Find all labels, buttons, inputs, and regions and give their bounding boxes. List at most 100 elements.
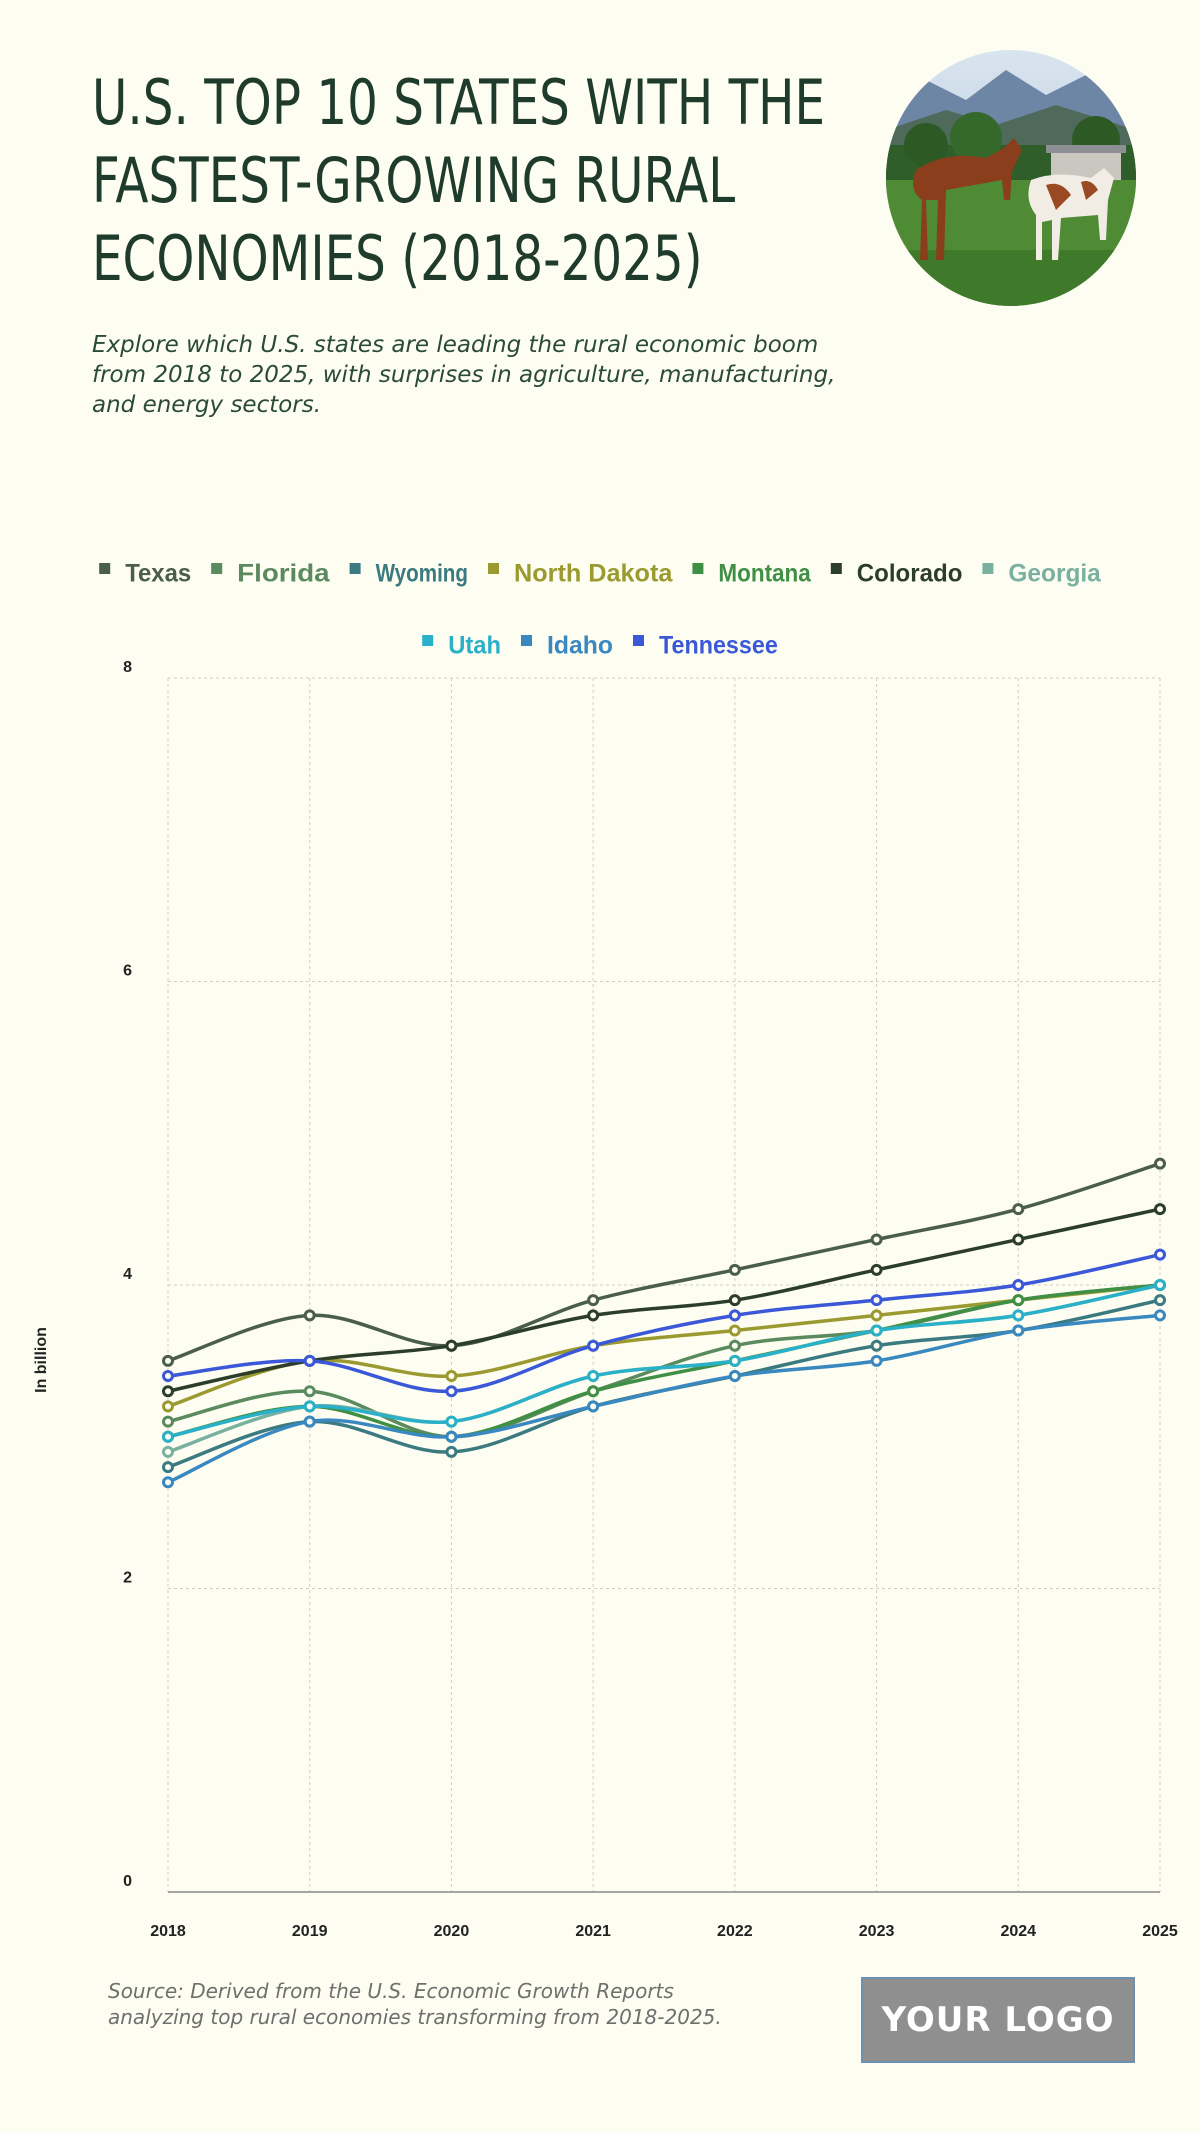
legend-swatch: [830, 563, 842, 574]
data-point-idaho[interactable]: [162, 1476, 174, 1489]
series-points: [162, 1157, 1166, 1489]
data-point-texas[interactable]: [303, 1309, 316, 1322]
data-point-utah[interactable]: [1012, 1309, 1025, 1322]
y-axis-ticks: 0 2 4 6 8: [123, 659, 132, 1890]
data-point-colorado[interactable]: [162, 1385, 174, 1398]
legend-swatch: [211, 563, 223, 574]
data-point-montana[interactable]: [587, 1385, 600, 1398]
data-point-tennessee[interactable]: [303, 1354, 316, 1367]
data-point-idaho[interactable]: [728, 1370, 741, 1383]
x-tick-label: 2021: [575, 1923, 611, 1940]
data-point-utah[interactable]: [1154, 1279, 1166, 1291]
x-axis-ticks: 2018 2019 2020 2021 2022 2023 2024 2025: [150, 1923, 1178, 1940]
data-point-wyoming[interactable]: [445, 1445, 458, 1458]
data-point-texas[interactable]: [1154, 1157, 1166, 1170]
data-point-colorado[interactable]: [445, 1339, 458, 1352]
x-tick-label: 2020: [434, 1923, 470, 1940]
legend-label: Georgia: [1008, 560, 1101, 588]
legend-swatch: [633, 635, 644, 646]
x-tick-label: 2025: [1142, 1923, 1178, 1940]
page-title: U.S. TOP 10 STATES WITH THE FASTEST-GROW…: [92, 64, 826, 298]
data-point-texas[interactable]: [587, 1294, 600, 1307]
data-point-texas[interactable]: [728, 1263, 741, 1276]
data-point-north-dakota[interactable]: [445, 1370, 458, 1383]
data-point-wyoming[interactable]: [162, 1461, 174, 1474]
legend-item[interactable]: Tennessee: [633, 632, 778, 660]
data-point-tennessee[interactable]: [162, 1370, 174, 1383]
chart-legend: Texas Florida Wyoming North Dakota Montana Co…: [99, 560, 1102, 660]
legend-label: Colorado: [857, 560, 963, 588]
legend-label: Wyoming: [376, 560, 468, 588]
data-point-tennessee[interactable]: [728, 1309, 741, 1322]
legend-label: Texas: [125, 560, 191, 588]
data-point-idaho[interactable]: [303, 1415, 316, 1428]
data-point-tennessee[interactable]: [870, 1294, 883, 1307]
legend-swatch: [488, 563, 499, 574]
data-point-utah[interactable]: [728, 1354, 741, 1367]
data-point-montana[interactable]: [1012, 1294, 1025, 1307]
data-point-north-dakota[interactable]: [870, 1309, 883, 1322]
series-line-north-dakota: [167, 1283, 1161, 1409]
title-line: U.S. TOP 10 STATES WITH THE: [92, 66, 826, 139]
data-point-florida[interactable]: [162, 1415, 174, 1428]
legend-item[interactable]: Wyoming: [349, 560, 468, 588]
data-point-texas[interactable]: [1012, 1203, 1025, 1216]
data-point-utah[interactable]: [303, 1400, 316, 1413]
data-point-idaho[interactable]: [870, 1354, 883, 1367]
y-tick-label: 2: [123, 1570, 132, 1587]
data-point-georgia[interactable]: [162, 1445, 174, 1458]
data-point-tennessee[interactable]: [445, 1385, 458, 1398]
data-point-wyoming[interactable]: [1154, 1294, 1166, 1307]
title-line: FASTEST-GROWING RURAL: [92, 144, 736, 217]
legend-swatch: [99, 563, 111, 574]
legend-swatch: [982, 563, 994, 574]
legend-item[interactable]: Idaho: [521, 632, 613, 660]
x-tick-label: 2022: [717, 1923, 753, 1940]
horses-pasture-photo: [886, 50, 1136, 306]
data-point-colorado[interactable]: [1012, 1233, 1025, 1246]
data-point-colorado[interactable]: [1154, 1203, 1166, 1216]
title-line: ECONOMIES (2018-2025): [92, 222, 703, 295]
data-point-texas[interactable]: [870, 1233, 883, 1246]
line-chart: Texas Florida Wyoming North Dakota Montana Co…: [33, 560, 1178, 1940]
data-point-colorado[interactable]: [587, 1309, 600, 1322]
data-point-colorado[interactable]: [870, 1263, 883, 1276]
data-point-tennessee[interactable]: [1012, 1279, 1025, 1291]
data-point-utah[interactable]: [445, 1415, 458, 1428]
data-point-tennessee[interactable]: [587, 1339, 600, 1352]
legend-item[interactable]: Colorado: [830, 560, 963, 588]
legend-swatch: [422, 635, 434, 646]
legend-label: Idaho: [547, 632, 613, 660]
data-point-florida[interactable]: [303, 1385, 316, 1398]
legend-item[interactable]: Utah: [422, 632, 501, 660]
data-point-florida[interactable]: [728, 1339, 741, 1352]
data-point-idaho[interactable]: [445, 1430, 458, 1443]
y-tick-label: 4: [123, 1266, 132, 1283]
data-point-wyoming[interactable]: [870, 1339, 883, 1352]
data-point-texas[interactable]: [162, 1354, 174, 1367]
x-tick-label: 2023: [859, 1923, 895, 1940]
data-point-idaho[interactable]: [1012, 1324, 1025, 1337]
data-point-tennessee[interactable]: [1154, 1248, 1166, 1261]
data-point-idaho[interactable]: [1154, 1309, 1166, 1322]
y-tick-label: 0: [123, 1873, 132, 1890]
series-line-texas: [167, 1161, 1161, 1363]
legend-item[interactable]: North Dakota: [488, 560, 673, 588]
series-lines: [167, 1161, 1161, 1484]
data-point-colorado[interactable]: [728, 1294, 741, 1307]
legend-item[interactable]: Montana: [692, 560, 812, 588]
legend-label: Tennessee: [659, 632, 778, 660]
data-point-utah[interactable]: [587, 1370, 600, 1383]
data-point-north-dakota[interactable]: [162, 1400, 174, 1413]
legend-item[interactable]: Georgia: [982, 560, 1102, 588]
data-point-idaho[interactable]: [587, 1400, 600, 1413]
series-line-colorado: [167, 1207, 1161, 1393]
legend-item[interactable]: Florida: [211, 560, 331, 588]
legend-swatch: [521, 635, 532, 646]
legend-label: Montana: [718, 560, 811, 588]
legend-item[interactable]: Texas: [99, 560, 191, 588]
data-point-utah[interactable]: [162, 1430, 174, 1443]
data-point-north-dakota[interactable]: [728, 1324, 741, 1337]
legend-label: North Dakota: [514, 560, 673, 588]
data-point-utah[interactable]: [870, 1324, 883, 1337]
